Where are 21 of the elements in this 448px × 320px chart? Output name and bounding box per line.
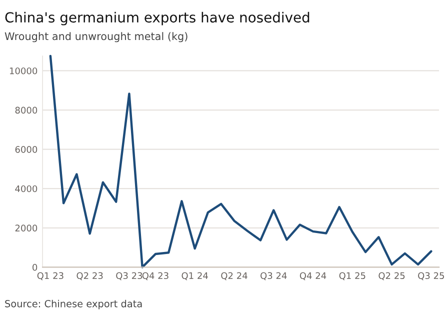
source-note: Source: Chinese export data [5, 300, 142, 310]
y-tick-label: 2000 [15, 224, 38, 232]
x-tick-label: Q4 23 [142, 272, 168, 280]
x-tick-label: Q2 24 [221, 272, 248, 280]
y-tick-label: 4000 [15, 185, 38, 192]
x-tick-label: Q2 23 [76, 272, 103, 280]
x-tick-label: Q3 24 [260, 272, 287, 280]
x-tick-label: Q1 23 [37, 272, 64, 280]
y-tick-label: 6000 [15, 146, 38, 153]
x-tick-label: Q2 25 [378, 272, 405, 280]
chart-subtitle: Wrought and unwrought metal (kg) [4, 32, 188, 42]
x-tick-label: Q3 23 [116, 272, 142, 280]
y-tick-label: 0 [32, 264, 38, 271]
line-series [49, 54, 432, 268]
x-tick-label: Q3 25 [418, 272, 444, 280]
chart-title: China's germanium exports have nosedived [5, 12, 310, 26]
x-tick-label: Q1 24 [182, 272, 208, 280]
y-tick-label: 8000 [15, 106, 38, 114]
x-tick-label: Q4 24 [300, 272, 326, 280]
x-tick-label: Q1 25 [339, 272, 366, 280]
y-tick-label: 10000 [10, 67, 38, 74]
